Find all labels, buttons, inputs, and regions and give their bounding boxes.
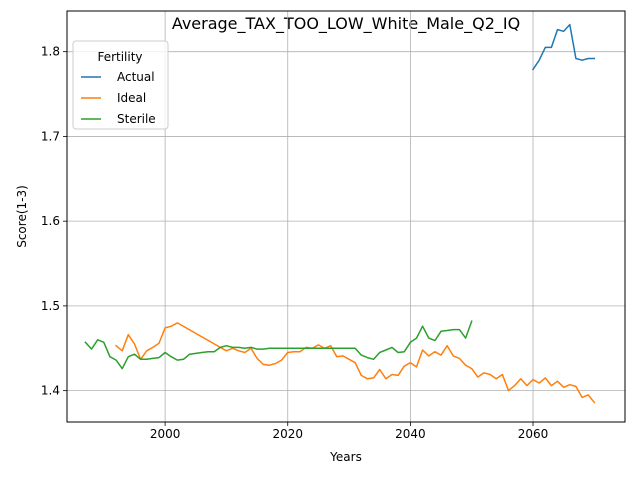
series-line-sterile [84, 320, 473, 370]
y-tick-label: 1.7 [41, 129, 60, 143]
y-axis-label: Score(1-3) [15, 185, 29, 248]
y-tick-label: 1.8 [41, 45, 60, 59]
legend: Fertility Actual Ideal Sterile [72, 40, 169, 130]
legend-label-sterile: Sterile [117, 112, 156, 126]
y-tick-label: 1.4 [41, 384, 60, 398]
x-tick-label: 2040 [395, 427, 426, 441]
series-lines [84, 23, 596, 404]
y-tick-label: 1.5 [41, 299, 60, 313]
plot-area-frame [66, 10, 626, 423]
series-line-ideal [115, 322, 596, 404]
series-line-actual [531, 23, 596, 71]
x-tick-label: 2020 [272, 427, 303, 441]
x-axis-label: Years [329, 450, 362, 464]
legend-entries: Actual Ideal Sterile [81, 70, 156, 126]
y-tick-label: 1.6 [41, 214, 60, 228]
legend-title: Fertility [97, 50, 142, 64]
chart-title: Average_TAX_TOO_LOW_White_Male_Q2_IQ [172, 14, 520, 34]
legend-label-ideal: Ideal [117, 91, 146, 105]
legend-frame [72, 40, 169, 130]
x-tick-label: 2060 [518, 427, 549, 441]
x-axis-ticks: 2000 2020 2040 2060 [150, 422, 548, 441]
x-tick-label: 2000 [150, 427, 181, 441]
y-axis-ticks: 1.4 1.5 1.6 1.7 1.8 [41, 45, 67, 398]
legend-label-actual: Actual [117, 70, 155, 84]
